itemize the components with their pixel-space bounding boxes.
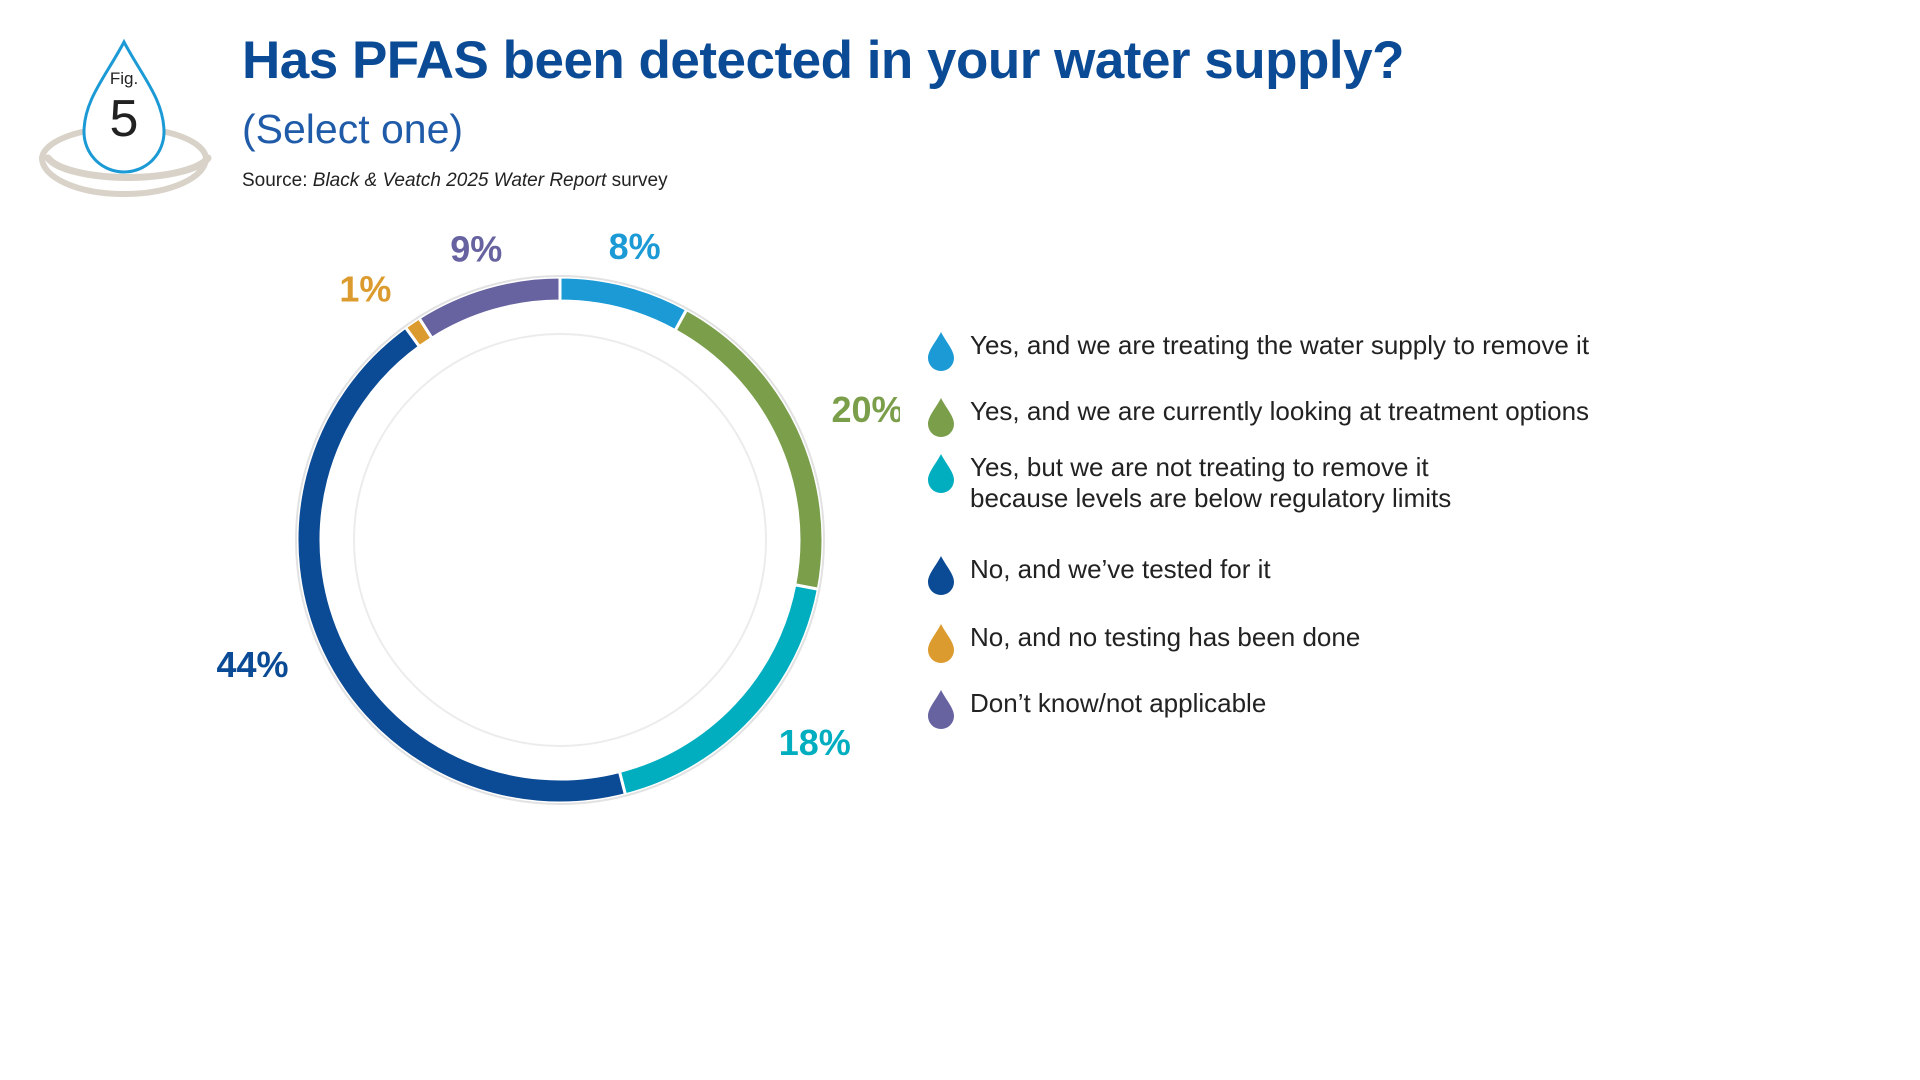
fig-label: Fig. xyxy=(110,69,138,88)
ripple-icon xyxy=(39,129,212,197)
legend-item-no-testing: No, and no testing has been done xyxy=(926,622,1360,664)
slice-label-looking-at-options: 20% xyxy=(831,389,900,430)
page-subtitle: (Select one) xyxy=(242,106,464,152)
legend-item-tested-none: No, and we’ve tested for it xyxy=(926,554,1271,596)
donut-slice-looking-at-options xyxy=(673,307,825,592)
source-note: Source: Black & Veatch 2025 Water Report… xyxy=(242,170,668,192)
donut-slices xyxy=(295,275,825,805)
legend-label: Don’t know/not applicable xyxy=(970,688,1267,718)
page-title: Has PFAS been detected in your water sup… xyxy=(242,31,1404,90)
legend-label: No, and we’ve tested for it xyxy=(970,554,1271,584)
slice-label-dont-know: 9% xyxy=(450,228,502,269)
donut-slice-tested-none xyxy=(295,325,628,805)
source-title: Black & Veatch 2025 Water Report xyxy=(312,170,607,191)
legend-label: No, and no testing has been done xyxy=(970,622,1361,652)
water-drop-icon xyxy=(928,398,954,437)
legend-label: Yes, and we are currently looking at tre… xyxy=(970,396,1590,426)
source-prefix: Source: xyxy=(242,170,313,191)
legend-item-treating: Yes, and we are treating the water suppl… xyxy=(926,330,1589,372)
water-drop-icon xyxy=(928,454,954,493)
figure-badge: Fig. 5 xyxy=(39,38,212,197)
water-drop-icon xyxy=(928,332,954,371)
water-drop-icon xyxy=(928,624,954,663)
donut-slice-dont-know xyxy=(417,275,562,341)
slice-label-no-testing: 1% xyxy=(339,268,391,309)
donut-labels: 8% 20% 18% 44% 1% 9% xyxy=(216,226,900,763)
legend-item-looking-at-options: Yes, and we are currently looking at tre… xyxy=(926,396,1589,438)
slice-label-tested-none: 44% xyxy=(216,644,288,685)
legend-label: Yes, and we are treating the water suppl… xyxy=(970,330,1590,360)
slice-label-below-limits: 18% xyxy=(779,722,851,763)
donut-outline xyxy=(295,275,825,805)
slice-label-treating: 8% xyxy=(609,226,661,267)
inner-guide-ring xyxy=(353,333,767,747)
water-drop-icon xyxy=(82,38,166,174)
donut-slice-treating xyxy=(558,275,689,333)
source-suffix: survey xyxy=(606,170,668,191)
water-drop-icon xyxy=(928,556,954,595)
donut-slice-below-limits xyxy=(617,583,821,797)
legend-item-below-limits: Yes, but we are not treating to remove i… xyxy=(926,452,1451,514)
legend-item-dont-know: Don’t know/not applicable xyxy=(926,688,1266,730)
legend-label: Yes, but we are not treating to remove i… xyxy=(970,452,1452,513)
donut-chart: 8% 20% 18% 44% 1% 9% xyxy=(216,226,900,805)
fig-number: 5 xyxy=(110,90,139,148)
water-drop-icon xyxy=(928,690,954,729)
